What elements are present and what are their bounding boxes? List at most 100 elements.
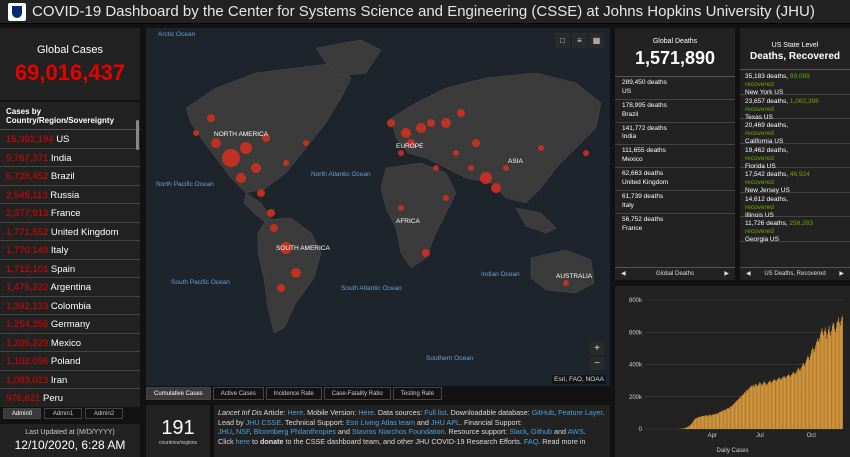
- list-item[interactable]: 15,392,194 US: [0, 130, 140, 149]
- link-niarchos[interactable]: Stavros Niarchos Foundation: [351, 427, 445, 437]
- list-item[interactable]: 976,621 Peru: [0, 389, 140, 407]
- link-jhu-apl[interactable]: JHU APL: [430, 417, 461, 427]
- case-bubble[interactable]: [503, 165, 509, 171]
- map-canvas[interactable]: Arctic Ocean NORTH AMERICA EUROPE ASIA N…: [146, 28, 610, 386]
- list-item[interactable]: 17,542 deaths, 46,924 recovered New Jersey…: [740, 168, 850, 194]
- link-donate-here[interactable]: here: [235, 436, 250, 446]
- case-bubble[interactable]: [236, 173, 246, 183]
- list-item[interactable]: 11,726 deaths, 258,283 recovered Georgia U…: [740, 217, 850, 243]
- case-bubble[interactable]: [563, 280, 569, 286]
- link-esri[interactable]: Esri Living Atlas team: [346, 417, 415, 427]
- list-item[interactable]: 1,770,149 Italy: [0, 241, 140, 260]
- zoom-in-button[interactable]: +: [590, 342, 604, 355]
- case-bubble[interactable]: [267, 209, 275, 217]
- case-bubble[interactable]: [401, 128, 411, 138]
- link-bloomberg[interactable]: Bloomberg Philanthropies: [253, 427, 336, 437]
- list-item[interactable]: 1,102,096 Poland: [0, 352, 140, 371]
- cases-list[interactable]: 15,392,194 US 9,767,371 India 6,728,452 Br…: [0, 130, 140, 407]
- tab-case-fatality-ratio[interactable]: Case-Fatality Ratio: [323, 387, 391, 400]
- case-bubble[interactable]: [193, 130, 199, 136]
- case-bubble[interactable]: [491, 183, 501, 193]
- tab-admin0[interactable]: Admin0: [3, 408, 41, 419]
- case-bubble[interactable]: [468, 165, 474, 171]
- case-bubble[interactable]: [270, 224, 278, 232]
- tab-admin2[interactable]: Admin2: [85, 408, 123, 419]
- next-icon[interactable]: ▶: [724, 271, 729, 277]
- case-bubble[interactable]: [222, 149, 240, 167]
- case-bubble[interactable]: [441, 118, 451, 128]
- prev-icon[interactable]: ◀: [621, 271, 626, 277]
- case-bubble[interactable]: [398, 150, 404, 156]
- link-mobile[interactable]: Here: [358, 408, 374, 417]
- next-icon[interactable]: ▶: [839, 271, 844, 277]
- case-bubble[interactable]: [277, 284, 285, 292]
- case-bubble[interactable]: [251, 163, 261, 173]
- link-faq[interactable]: FAQ: [523, 436, 539, 446]
- case-bubble[interactable]: [240, 142, 252, 154]
- case-bubble[interactable]: [538, 145, 544, 151]
- link-slack[interactable]: Slack: [509, 427, 527, 437]
- case-bubble[interactable]: [262, 134, 270, 142]
- list-item[interactable]: 62,663 deaths United Kingdom: [615, 168, 735, 191]
- list-icon[interactable]: ≡: [572, 33, 587, 48]
- link-aws[interactable]: AWS: [567, 427, 584, 437]
- list-item[interactable]: 1,083,023 Iran: [0, 371, 140, 389]
- case-bubble[interactable]: [583, 150, 589, 156]
- list-item[interactable]: 6,728,452 Brazil: [0, 167, 140, 186]
- list-item[interactable]: 61,739 deaths Italy: [615, 191, 735, 214]
- grid-icon[interactable]: ▦: [589, 33, 604, 48]
- case-bubble[interactable]: [453, 150, 459, 156]
- link-jhu[interactable]: JHU: [218, 427, 232, 437]
- link-nsf[interactable]: NSF: [235, 427, 250, 437]
- case-bubble[interactable]: [291, 268, 301, 278]
- case-bubble[interactable]: [480, 172, 492, 184]
- list-item[interactable]: 2,546,113 Russia: [0, 186, 140, 204]
- link-github-support[interactable]: Github: [530, 427, 553, 437]
- case-bubble[interactable]: [443, 195, 449, 201]
- case-bubble[interactable]: [398, 205, 404, 211]
- us-state-list[interactable]: 35,183 deaths, 89,089 recovered New York U…: [740, 69, 850, 245]
- cases-list-scrollbar[interactable]: [136, 120, 139, 150]
- list-item[interactable]: 35,183 deaths, 89,089 recovered New York U…: [740, 70, 850, 96]
- case-bubble[interactable]: [211, 138, 221, 148]
- list-item[interactable]: 141,772 deaths India: [615, 123, 735, 146]
- link-feature-layer[interactable]: Feature Layer: [558, 408, 603, 417]
- zoom-out-button[interactable]: −: [590, 357, 604, 370]
- case-bubble[interactable]: [457, 109, 465, 117]
- tab-cumulative-cases[interactable]: Cumulative Cases: [146, 387, 211, 400]
- case-bubble[interactable]: [433, 165, 439, 171]
- link-article[interactable]: Here: [287, 408, 304, 417]
- case-bubble[interactable]: [472, 139, 480, 147]
- case-bubble[interactable]: [416, 123, 426, 133]
- list-item[interactable]: 1,254,358 Germany: [0, 315, 140, 334]
- list-item[interactable]: 1,771,552 United Kingdom: [0, 223, 140, 241]
- list-item[interactable]: 14,612 deaths, recovered Illinois US: [740, 193, 850, 219]
- list-item[interactable]: 20,469 deaths, recovered California US: [740, 119, 850, 145]
- case-bubble[interactable]: [303, 140, 309, 146]
- world-map[interactable]: Arctic Ocean NORTH AMERICA EUROPE ASIA N…: [146, 28, 610, 386]
- list-item[interactable]: 2,377,913 France: [0, 204, 140, 223]
- case-bubble[interactable]: [257, 189, 265, 197]
- case-bubble[interactable]: [280, 242, 292, 254]
- tab-admin1[interactable]: Admin1: [44, 408, 82, 419]
- case-bubble[interactable]: [207, 114, 215, 122]
- list-item[interactable]: 1,205,229 Mexico: [0, 334, 140, 352]
- list-item[interactable]: 56,752 deaths France: [615, 214, 735, 236]
- link-jhu-csse[interactable]: JHU CSSE: [245, 417, 282, 427]
- prev-icon[interactable]: ◀: [746, 271, 751, 277]
- case-bubble[interactable]: [407, 139, 415, 147]
- list-item[interactable]: 111,655 deaths Mexico: [615, 145, 735, 169]
- list-item[interactable]: 19,462 deaths, recovered Florida US: [740, 144, 850, 170]
- case-bubble[interactable]: [422, 249, 430, 257]
- deaths-list[interactable]: 289,450 deaths US 178,995 deaths Brazil 141,…: [615, 76, 735, 236]
- list-item[interactable]: 9,767,371 India: [0, 149, 140, 167]
- list-item[interactable]: 23,657 deaths, 1,062,398 recovered Texas U…: [740, 95, 850, 121]
- tab-incidence-rate[interactable]: Incidence Rate: [265, 387, 322, 400]
- list-item[interactable]: 1,392,133 Colombia: [0, 297, 140, 315]
- bookmark-icon[interactable]: □: [555, 33, 570, 48]
- list-item[interactable]: 1,712,101 Spain: [0, 260, 140, 278]
- list-item[interactable]: 1,475,222 Argentina: [0, 278, 140, 297]
- list-item[interactable]: 178,995 deaths Brazil: [615, 100, 735, 123]
- link-full-list[interactable]: Full list: [424, 408, 447, 417]
- case-bubble[interactable]: [283, 160, 289, 166]
